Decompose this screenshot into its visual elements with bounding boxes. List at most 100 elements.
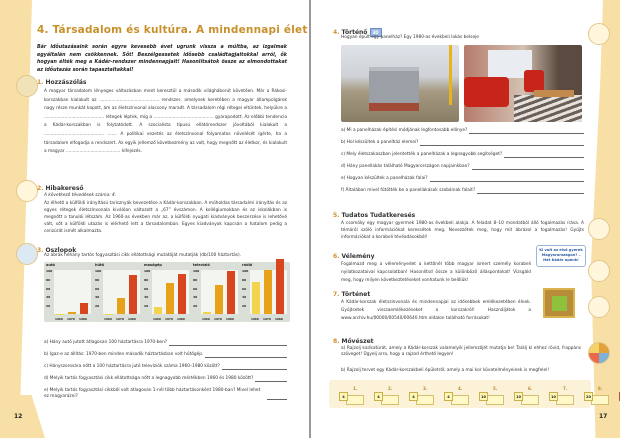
y-tick-label: 80 [144,277,149,282]
question-text: d) Melyik tartós fogyasztási cikk elláto… [44,376,254,381]
score-input[interactable] [346,395,364,405]
section-5-text: A csomóky egy magyar gyermek 1980-as éve… [341,221,584,240]
x-tick-label: 1980 [128,317,136,321]
answer-line[interactable] [429,177,584,182]
max-points: 4 [444,392,453,401]
bar-televízió-1960 [203,311,211,314]
question-text: a) Mi a panelházak építési módjának legf… [341,128,468,133]
task-label: 1. [353,386,358,391]
y-tick-label: 60 [193,286,198,291]
section-4-title: 4. Történő 3D [333,28,382,37]
y-tick-label: 60 [144,286,149,291]
scroll-icon [588,296,610,318]
x-tick-label: 1980 [275,317,283,321]
task-label: 4. [458,386,463,391]
answer-line[interactable] [504,153,584,158]
question-text: f) Általában mivel fűtötték be a panella… [341,188,476,193]
task-label: 7. [563,386,568,391]
plot-area [103,270,140,314]
question-item: d) Hány panellakás található Magyarorszá… [341,164,584,170]
answer-line[interactable] [477,189,584,194]
question-item: e) Melyik tartós fogyasztási cikkből vol… [44,388,287,400]
score-input[interactable] [556,395,574,405]
y-tick-label: 60 [46,286,51,291]
section-2-subtitle: A következő tévedések száma: 4. [44,193,117,198]
panel-label: autó [46,263,55,267]
chart-panel-televízió: televízió 100 80 60 40 20 1960 1970 1980 [191,262,241,322]
score-input[interactable] [381,395,399,405]
y-tick-label: 20 [193,304,198,309]
y-tick-label: 40 [242,295,247,300]
score-box: 2. 4 [374,386,400,405]
bar-mosógép-1970 [166,283,174,314]
score-input[interactable] [521,395,539,405]
answer-line[interactable] [267,395,287,400]
y-tick-label: 80 [242,277,247,282]
chart-panel-hűtő: hűtő 100 80 60 40 20 1960 1970 1980 [93,262,143,322]
ribbon-icon [588,260,610,282]
bar-rádió-1980 [276,259,284,314]
answer-line[interactable] [255,377,287,382]
columns-icon [16,243,38,265]
score-input[interactable] [451,395,469,405]
bandage-icon [16,180,38,202]
scroll-icon [588,218,610,240]
x-tick-label: 1970 [67,317,75,321]
y-tick-label: 80 [46,277,51,282]
score-input[interactable] [416,395,434,405]
y-tick-label: 100 [144,269,151,273]
section-8-title: 8. Mővészet [333,338,374,345]
y-tick-label: 40 [144,295,149,300]
score-box: 3. 4 [409,386,435,405]
question-item: c) Mely életszakaszban jelentették a pan… [341,152,584,158]
x-tick-label: 1980 [177,317,185,321]
section-3-subtitle: Az ábrák néhány tartós fogyasztási cikk … [44,253,242,258]
panel-label: televízió [193,263,210,267]
x-tick-label: 1970 [263,317,271,321]
max-points: 4 [374,392,383,401]
hourglass-icon [588,23,610,45]
page-number: 12 [14,413,23,420]
answer-line[interactable] [205,353,287,358]
answer-line[interactable] [469,129,584,134]
task-label: 2. [388,386,393,391]
section-4-subtitle: Hogyan épült egy panelház? Egy 1980-as é… [341,35,479,40]
x-tick-label: 1960 [251,317,259,321]
bar-mosógép-1960 [154,306,162,314]
score-box: 8. 20 [584,386,610,405]
page-title: 4. Társadalom és kultúra. A mindennapi é… [37,24,308,36]
y-tick-label: 20 [95,304,100,309]
section-6-title: 6. Vélemény [333,253,375,260]
page-number: 17 [599,413,608,420]
score-input[interactable] [591,395,609,405]
3d-badge[interactable]: 3D [369,28,382,37]
score-input[interactable] [486,395,504,405]
plot-area [54,270,91,314]
answer-line[interactable] [471,165,584,170]
question-text: e) Hogyan készültek a panelházak falai? [341,176,428,181]
right-page: 4. Történő 3D Hogyan épült egy panelház? … [310,0,620,438]
max-points: 10 [479,392,488,401]
x-tick-label: 1960 [202,317,210,321]
panel-label: hűtő [95,263,105,267]
x-tick-label: 1980 [226,317,234,321]
task-label: 3. [423,386,428,391]
y-tick-label: 20 [46,304,51,309]
bar-hűtő-1980 [129,274,137,314]
bar-rádió-1970 [264,270,272,314]
answer-line[interactable] [169,341,287,346]
answer-line[interactable] [420,141,584,146]
question-text: a) Hány autó jutott átlagosan 100 háztar… [44,340,168,345]
max-points: 10 [514,392,523,401]
score-box: 7. 10 [549,386,575,405]
section-1-text: A magyar társadalom lényeges változásban… [44,89,287,155]
y-tick-label: 20 [144,304,149,309]
section-2-text: Az élhető a külföldi irányítású tariszny… [44,201,287,234]
question-item: b) Hol készültek a panelház elemei? [341,140,584,146]
x-tick-label: 1970 [116,317,124,321]
answer-line[interactable] [221,365,287,370]
score-box: 4. 4 [444,386,470,405]
star-puzzle-icon [16,75,38,97]
question-text: b) Igaz-e az állítás: 1970-ben minden má… [44,352,204,357]
section-1-title: 1. Hozzászólás [37,79,87,86]
